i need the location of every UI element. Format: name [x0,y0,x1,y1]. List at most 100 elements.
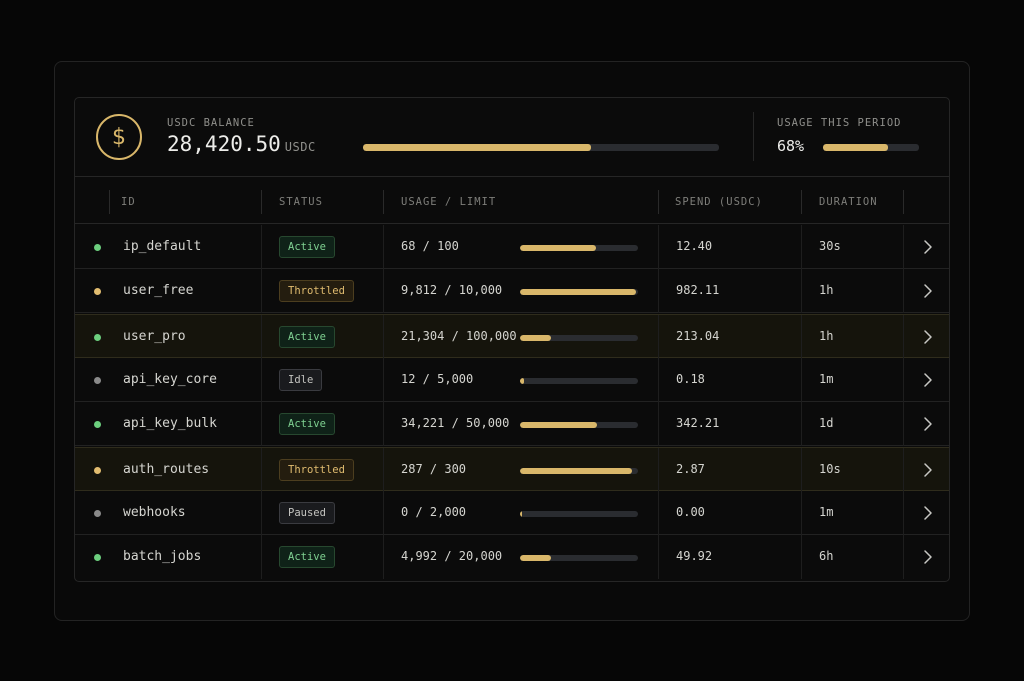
row-id: webhooks [123,504,186,520]
spend-value: 49.92 [676,549,713,564]
cell-divider [261,269,262,314]
cell-divider [801,535,802,580]
usage-progress-fill [520,422,597,429]
column-divider [261,190,262,214]
cell-divider [903,269,904,314]
table-row[interactable]: user_pro Active 21,304 / 100,000 213.04 1h [75,313,949,359]
usage-period-percent: 68% [777,137,805,155]
row-id: user_free [123,283,194,299]
usage-limit: 21,304 / 100,000 [401,328,517,343]
chevron-right-icon[interactable] [920,282,936,300]
spend-value: 213.04 [676,328,720,343]
cell-divider [658,402,659,447]
table-row[interactable]: user_free Throttled 9,812 / 10,000 982.11 1h [75,269,949,314]
table-row[interactable]: api_key_core Idle 12 / 5,000 0.18 1m [75,357,949,402]
row-id: api_key_bulk [123,416,217,432]
row-id: auth_routes [123,461,210,477]
cell-divider [903,447,904,492]
spend-value: 12.40 [676,239,713,253]
balance-progress-bar [363,144,719,151]
row-id: user_pro [123,328,186,344]
usage-limit: 34,221 / 50,000 [401,416,510,431]
spend-value: 342.21 [676,416,720,431]
status-badge: Active [279,236,335,258]
cell-divider [903,314,904,359]
chevron-right-icon[interactable] [920,415,936,433]
usage-progress-fill [520,245,596,251]
status-badge: Active [279,546,335,569]
cell-divider [658,535,659,580]
cell-divider [383,490,384,535]
usage-limit: 287 / 300 [401,461,467,476]
balance-value: 28,420.50 [167,132,281,156]
usage-limit: 9,812 / 10,000 [401,283,503,298]
table-row[interactable]: api_key_bulk Active 34,221 / 50,000 342.21 1… [75,402,949,447]
column-header-status[interactable]: STATUS [279,196,323,208]
usage-progress-bar [520,334,638,341]
status-dot [94,554,101,562]
column-divider [109,190,110,214]
chevron-right-icon[interactable] [920,371,936,389]
chevron-right-icon[interactable] [920,504,936,522]
usage-progress-bar [520,289,638,296]
duration-value: 30s [819,239,841,253]
balance-value-wrap: 28,420.50 USDC [167,132,316,156]
table-row[interactable]: webhooks Paused 0 / 2,000 0.00 1m [75,490,949,535]
usage-period-progress-bar [823,144,919,151]
usage-progress-fill [520,510,523,517]
cell-divider [801,225,802,269]
duration-value: 1h [819,283,834,298]
usage-progress-fill [520,289,636,296]
status-dot [94,376,101,384]
column-header-usage[interactable]: USAGE / LIMIT [401,196,497,208]
usage-progress-bar [520,555,638,562]
cell-divider [383,269,384,314]
duration-value: 1d [819,416,834,431]
spend-value: 2.87 [676,461,705,476]
column-divider [658,190,659,214]
column-header-id[interactable]: ID [121,196,136,208]
usage-progress-bar [520,422,638,429]
spend-value: 0.00 [676,504,705,519]
column-header-spend[interactable]: SPEND (USDC) [675,196,763,208]
table-row[interactable]: ip_default Active 68 / 100 12.40 30s [75,225,949,269]
column-header-duration[interactable]: DURATION [819,196,878,208]
cell-divider [383,447,384,492]
chevron-right-icon[interactable] [920,548,936,566]
usage-progress-bar [520,510,638,517]
chevron-right-icon[interactable] [920,238,936,256]
cell-divider [261,490,262,535]
usage-progress-fill [520,377,524,384]
cell-divider [903,225,904,269]
table-row[interactable]: batch_jobs Active 4,992 / 20,000 49.92 6h [75,535,949,580]
chevron-right-icon[interactable] [920,461,936,479]
column-divider [903,190,904,214]
cell-divider [801,357,802,402]
chevron-right-icon[interactable] [920,328,936,346]
cell-divider [658,225,659,269]
cell-divider [658,490,659,535]
status-badge: Active [279,413,335,436]
cell-divider [658,314,659,359]
balance-label: USDC BALANCE [167,117,255,129]
usage-progress-fill [520,467,633,474]
cell-divider [383,225,384,269]
cell-divider [383,402,384,447]
usage-card: $ USDC BALANCE 28,420.50 USDC USAGE THIS … [74,97,950,582]
table-header: ID STATUS USAGE / LIMIT SPEND (USDC) DUR… [75,178,949,224]
cell-divider [261,535,262,580]
usage-limit: 4,992 / 20,000 [401,549,503,564]
usage-limit: 12 / 5,000 [401,371,474,386]
cell-divider [261,402,262,447]
cell-divider [903,490,904,535]
header-divider [753,112,754,161]
cell-divider [801,314,802,359]
duration-value: 10s [819,461,841,476]
usage-progress-bar [520,377,638,384]
usage-limit: 0 / 2,000 [401,504,467,519]
table-row[interactable]: auth_routes Throttled 287 / 300 2.87 10s [75,446,949,492]
dollar-coin-icon: $ [96,114,142,160]
status-dot [94,421,101,429]
duration-value: 1m [819,371,834,386]
cell-divider [801,447,802,492]
